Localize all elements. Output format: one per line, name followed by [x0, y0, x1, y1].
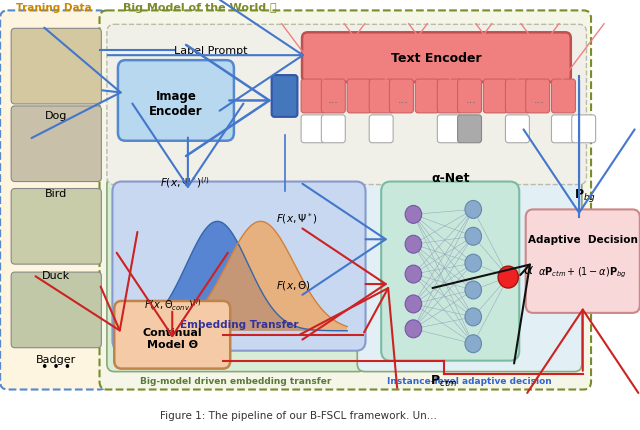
FancyBboxPatch shape [321, 116, 346, 144]
Text: $\alpha\mathbf{P}_{ctm}+(1-\alpha)\mathbf{P}_{bg}$: $\alpha\mathbf{P}_{ctm}+(1-\alpha)\mathb… [538, 265, 627, 280]
FancyBboxPatch shape [458, 116, 481, 144]
Circle shape [405, 206, 422, 224]
Polygon shape [131, 222, 347, 331]
Text: $F(x,\Theta_{conv})^{(l)}$: $F(x,\Theta_{conv})^{(l)}$ [144, 297, 201, 312]
FancyBboxPatch shape [525, 210, 640, 313]
Circle shape [465, 281, 481, 299]
FancyBboxPatch shape [390, 80, 413, 114]
Text: ...: ... [466, 95, 477, 105]
FancyBboxPatch shape [437, 116, 461, 144]
Text: Dog: Dog [45, 111, 67, 121]
Circle shape [405, 265, 422, 283]
FancyBboxPatch shape [301, 80, 325, 114]
Polygon shape [131, 222, 347, 331]
Text: ...: ... [398, 95, 409, 105]
FancyBboxPatch shape [458, 80, 481, 114]
FancyBboxPatch shape [301, 116, 325, 144]
FancyBboxPatch shape [437, 80, 461, 114]
Text: Text Encoder: Text Encoder [391, 52, 482, 64]
FancyBboxPatch shape [506, 80, 529, 114]
FancyBboxPatch shape [302, 33, 571, 83]
Text: • • •: • • • [41, 360, 71, 373]
FancyBboxPatch shape [369, 80, 393, 114]
FancyBboxPatch shape [572, 116, 596, 144]
Text: Image
Encoder: Image Encoder [149, 90, 203, 118]
Circle shape [465, 255, 481, 273]
FancyBboxPatch shape [415, 80, 439, 114]
FancyBboxPatch shape [100, 11, 591, 390]
FancyBboxPatch shape [0, 11, 107, 390]
FancyBboxPatch shape [321, 80, 346, 114]
FancyBboxPatch shape [11, 273, 101, 348]
Circle shape [465, 201, 481, 219]
Circle shape [465, 335, 481, 353]
FancyBboxPatch shape [506, 116, 529, 144]
Circle shape [498, 267, 518, 289]
Text: ...: ... [328, 95, 339, 105]
Text: Big-model driven embedding transfer: Big-model driven embedding transfer [140, 376, 332, 385]
Text: Traning Data: Traning Data [15, 3, 92, 13]
Text: Instance-level adaptive decision: Instance-level adaptive decision [387, 376, 552, 385]
FancyBboxPatch shape [347, 80, 371, 114]
FancyBboxPatch shape [552, 116, 575, 144]
Text: Figure 1: The pipeline of our B-FSCL framework. Un...: Figure 1: The pipeline of our B-FSCL fra… [160, 410, 436, 421]
Text: $F(x,\Psi^*)$: $F(x,\Psi^*)$ [276, 210, 318, 225]
FancyBboxPatch shape [113, 182, 365, 351]
FancyBboxPatch shape [11, 29, 101, 104]
Text: Badger: Badger [36, 354, 76, 364]
FancyBboxPatch shape [381, 182, 519, 361]
Text: Duck: Duck [42, 270, 70, 280]
FancyBboxPatch shape [11, 189, 101, 264]
Text: $\mathbf{P}_{bg}$: $\mathbf{P}_{bg}$ [575, 187, 596, 203]
FancyBboxPatch shape [369, 116, 393, 144]
Text: $F(x,\Theta)$: $F(x,\Theta)$ [276, 278, 311, 291]
FancyBboxPatch shape [271, 76, 298, 117]
Circle shape [405, 320, 422, 338]
Text: $F(x,\Psi^*)^{(l)}$: $F(x,\Psi^*)^{(l)}$ [160, 175, 210, 190]
FancyBboxPatch shape [118, 61, 234, 141]
Circle shape [405, 295, 422, 313]
FancyBboxPatch shape [107, 25, 586, 185]
Circle shape [405, 236, 422, 254]
Text: Continual
Model Θ: Continual Model Θ [143, 327, 202, 349]
Text: ...: ... [534, 95, 545, 105]
Text: Adaptive  Decision: Adaptive Decision [528, 235, 637, 245]
Text: Bird: Bird [45, 188, 67, 198]
FancyBboxPatch shape [107, 177, 365, 372]
FancyBboxPatch shape [525, 80, 550, 114]
FancyBboxPatch shape [11, 107, 101, 182]
Text: α-Net: α-Net [431, 171, 470, 184]
Circle shape [465, 228, 481, 246]
Text: Big Model of the World 🔒: Big Model of the World 🔒 [124, 3, 277, 13]
Text: $\alpha$: $\alpha$ [523, 262, 534, 276]
Text: Embedding Transfer: Embedding Transfer [180, 319, 298, 329]
Circle shape [465, 308, 481, 326]
FancyBboxPatch shape [357, 177, 582, 372]
Text: Label Prompt: Label Prompt [174, 46, 248, 56]
FancyBboxPatch shape [483, 80, 508, 114]
FancyBboxPatch shape [552, 80, 575, 114]
FancyBboxPatch shape [115, 301, 230, 369]
Text: $\mathbf{P}_{ctm}$: $\mathbf{P}_{ctm}$ [430, 373, 458, 388]
